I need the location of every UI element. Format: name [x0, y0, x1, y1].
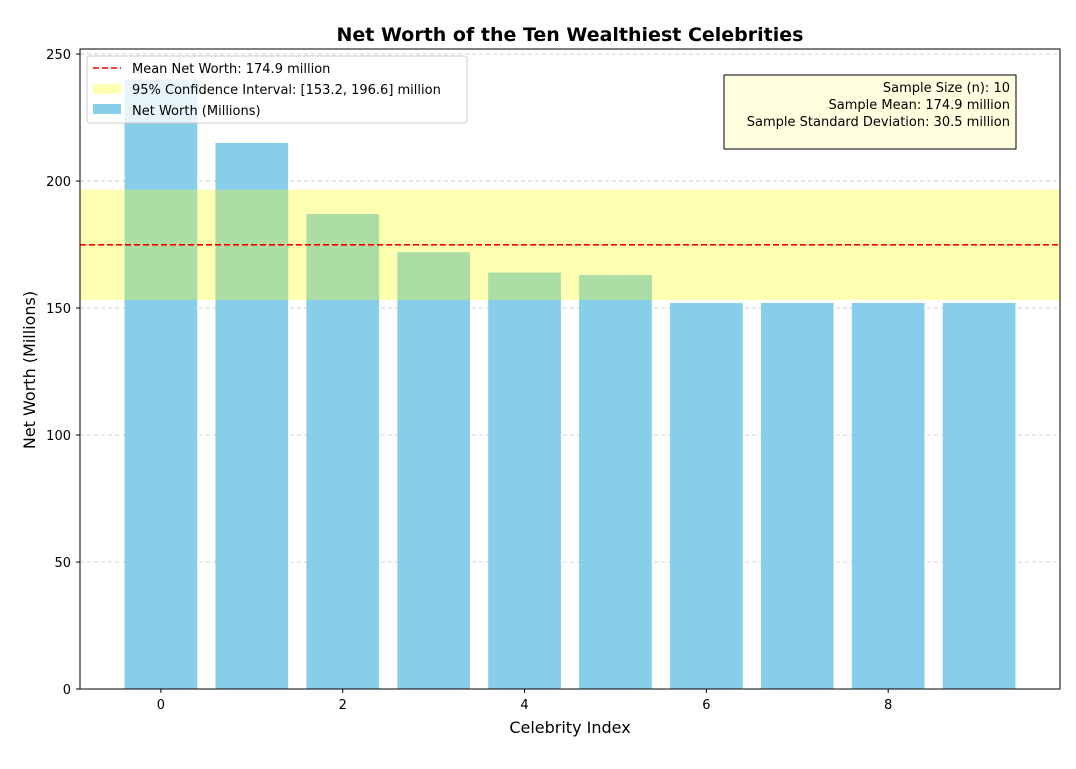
legend: Mean Net Worth: 174.9 million 95% Confid…	[86, 55, 468, 124]
legend-ci-label: 95% Confidence Interval: [153.2, 196.6] …	[132, 83, 441, 98]
y-axis-ticks: 0 50 100 150 200 250	[46, 48, 80, 698]
plot-frame	[79, 48, 1061, 690]
x-axis-ticks: 0 2 4 6 8	[157, 689, 892, 713]
y-tick-label: 150	[46, 302, 71, 317]
x-axis-label: Celebrity Index	[509, 718, 630, 737]
stats-box: Sample Size (n): 10 Sample Mean: 174.9 m…	[723, 74, 1017, 150]
y-axis-label: Net Worth (Millions)	[20, 291, 39, 449]
bar	[851, 302, 925, 689]
x-tick-label: 0	[157, 698, 165, 713]
bars	[124, 79, 1016, 690]
stats-sample-std: Sample Standard Deviation: 30.5 million	[747, 115, 1010, 130]
bar	[215, 142, 289, 689]
y-tick-label: 50	[54, 556, 71, 571]
x-tick-label: 6	[702, 698, 710, 713]
stats-sample-mean: Sample Mean: 174.9 million	[829, 98, 1010, 113]
x-tick-label: 2	[339, 698, 347, 713]
bar	[670, 302, 743, 689]
y-tick-label: 200	[46, 175, 71, 190]
bar	[124, 79, 198, 689]
legend-mean-label: Mean Net Worth: 174.9 million	[132, 62, 330, 77]
bar	[306, 214, 380, 690]
bar	[488, 272, 561, 689]
legend-bar-swatch	[93, 104, 121, 114]
legend-bar-label: Net Worth (Millions)	[132, 104, 261, 119]
y-tick-label: 100	[46, 429, 71, 444]
bar	[942, 302, 1016, 689]
legend-frame	[86, 55, 468, 124]
y-tick-label: 250	[46, 48, 71, 63]
legend-ci-swatch	[93, 84, 121, 94]
bar	[397, 252, 470, 689]
y-tick-label: 0	[63, 683, 71, 698]
x-tick-label: 8	[884, 698, 892, 713]
stats-box-frame	[723, 74, 1017, 150]
bar	[579, 275, 652, 689]
stats-sample-size: Sample Size (n): 10	[883, 81, 1010, 96]
bar	[760, 302, 834, 689]
chart-title: Net Worth of the Ten Wealthiest Celebrit…	[337, 24, 804, 46]
x-tick-label: 4	[520, 698, 528, 713]
